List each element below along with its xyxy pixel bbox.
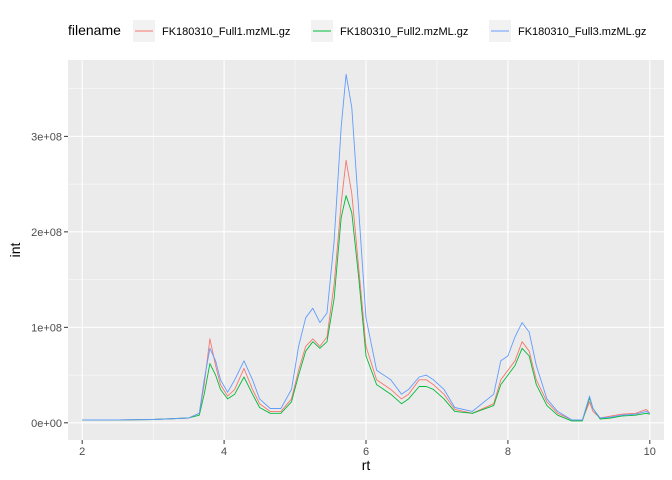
series-line-2 bbox=[82, 195, 650, 422]
y-tick-label: 1e+08 bbox=[31, 322, 62, 334]
series-line-3 bbox=[82, 73, 651, 421]
x-axis-title: rt bbox=[362, 457, 371, 473]
y-axis-title: int bbox=[7, 243, 23, 258]
legend-item-3: FK180310_Full3.mzML.gz bbox=[489, 20, 646, 42]
legend: filename FK180310_Full1.mzML.gz FK180310_… bbox=[68, 20, 646, 42]
series-lines bbox=[82, 73, 651, 422]
legend-label: FK180310_Full1.mzML.gz bbox=[162, 26, 290, 38]
grid bbox=[68, 60, 664, 440]
series-line-1 bbox=[82, 159, 651, 421]
x-tick-label: 10 bbox=[644, 446, 656, 458]
x-tick-label: 4 bbox=[221, 446, 227, 458]
x-tick-label: 8 bbox=[505, 446, 511, 458]
legend-item-1: FK180310_Full1.mzML.gz bbox=[133, 20, 290, 42]
y-tick-label: 3e+08 bbox=[31, 131, 62, 143]
y-tick-label: 0e+00 bbox=[31, 418, 62, 430]
legend-item-2: FK180310_Full2.mzML.gz bbox=[311, 20, 468, 42]
legend-label: FK180310_Full3.mzML.gz bbox=[518, 26, 646, 38]
legend-title: filename bbox=[68, 22, 121, 38]
y-tick-label: 2e+08 bbox=[31, 227, 62, 239]
x-tick-label: 6 bbox=[363, 446, 369, 458]
x-axis: 2 4 6 8 10 bbox=[79, 440, 656, 458]
x-tick-label: 2 bbox=[79, 446, 85, 458]
legend-label: FK180310_Full2.mzML.gz bbox=[340, 26, 468, 38]
y-axis: 0e+00 1e+08 2e+08 3e+08 bbox=[31, 131, 68, 430]
